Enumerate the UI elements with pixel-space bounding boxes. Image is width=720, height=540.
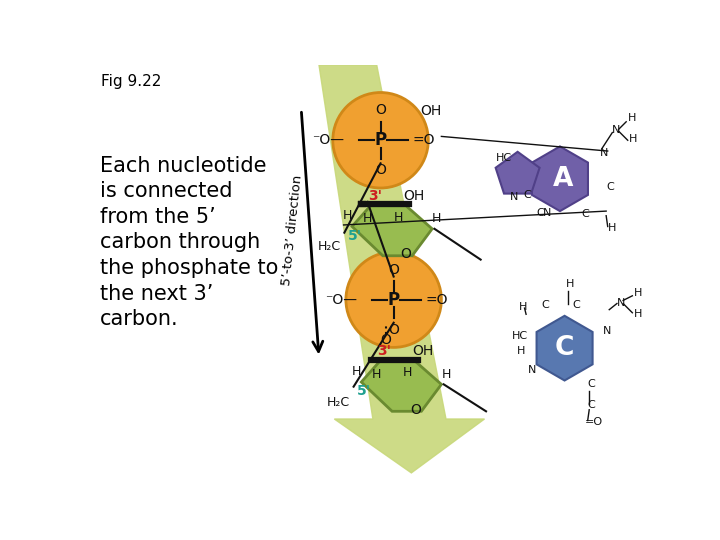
Text: C: C: [523, 190, 531, 200]
Text: C: C: [588, 379, 595, 389]
Text: O: O: [388, 323, 399, 337]
Text: H: H: [517, 346, 525, 356]
Text: H: H: [628, 113, 636, 123]
Text: HC: HC: [496, 153, 512, 163]
Text: HC: HC: [512, 331, 528, 341]
Text: C: C: [541, 300, 549, 310]
Text: H: H: [363, 212, 372, 225]
Text: C: C: [582, 210, 589, 219]
Text: H: H: [352, 364, 361, 378]
Text: H: H: [394, 211, 403, 224]
Text: N: N: [543, 208, 552, 218]
Text: H: H: [402, 366, 412, 379]
Text: N: N: [617, 298, 625, 308]
Text: H₂C: H₂C: [318, 240, 341, 253]
Text: C: C: [537, 208, 544, 218]
Polygon shape: [352, 206, 432, 256]
Text: 5': 5': [356, 384, 371, 399]
Text: ⁻O—: ⁻O—: [325, 293, 356, 307]
Text: =O: =O: [585, 417, 603, 427]
Text: O: O: [375, 164, 386, 177]
Text: H: H: [432, 212, 441, 225]
Text: OH: OH: [403, 188, 424, 202]
Text: N: N: [528, 365, 536, 375]
Text: ⁻O—: ⁻O—: [312, 133, 343, 147]
Text: A: A: [553, 166, 573, 192]
Text: C: C: [555, 335, 575, 361]
Polygon shape: [319, 65, 485, 473]
Circle shape: [346, 252, 441, 347]
Text: N: N: [510, 192, 518, 201]
Polygon shape: [495, 152, 539, 194]
Text: C: C: [588, 400, 595, 410]
Text: OH: OH: [413, 344, 433, 358]
Text: H: H: [372, 368, 382, 381]
Text: O: O: [388, 262, 399, 276]
Text: N: N: [603, 326, 611, 336]
Text: H: H: [608, 223, 616, 233]
Text: P: P: [374, 131, 387, 149]
Text: O: O: [400, 247, 411, 261]
Text: =O: =O: [426, 293, 449, 307]
Text: H: H: [634, 309, 642, 319]
Text: N: N: [600, 147, 608, 158]
Text: H₂C: H₂C: [327, 396, 350, 409]
Text: H: H: [518, 302, 527, 312]
Text: H: H: [566, 279, 575, 288]
Text: P: P: [387, 291, 400, 309]
Text: Fig 9.22: Fig 9.22: [101, 74, 161, 89]
Text: C: C: [572, 300, 580, 310]
Circle shape: [333, 92, 428, 188]
Text: H: H: [441, 368, 451, 381]
Text: N: N: [612, 125, 621, 134]
Text: 3': 3': [368, 188, 382, 202]
Text: O: O: [380, 334, 392, 347]
Text: 3': 3': [377, 344, 392, 358]
Polygon shape: [536, 316, 593, 381]
Text: H: H: [343, 209, 352, 222]
Polygon shape: [532, 146, 588, 211]
Text: =O: =O: [413, 133, 436, 147]
Text: H: H: [629, 134, 638, 144]
Polygon shape: [361, 361, 441, 411]
Text: O: O: [410, 403, 420, 417]
Text: 5': 5': [348, 229, 361, 243]
Text: C: C: [606, 183, 614, 192]
Text: Each nucleotide
is connected
from the 5’
carbon through
the phosphate to
the nex: Each nucleotide is connected from the 5’…: [99, 156, 278, 329]
Text: O: O: [375, 103, 386, 117]
Text: H: H: [634, 288, 642, 298]
Text: 5’-to-3’ direction: 5’-to-3’ direction: [279, 174, 305, 286]
Text: OH: OH: [420, 104, 442, 118]
